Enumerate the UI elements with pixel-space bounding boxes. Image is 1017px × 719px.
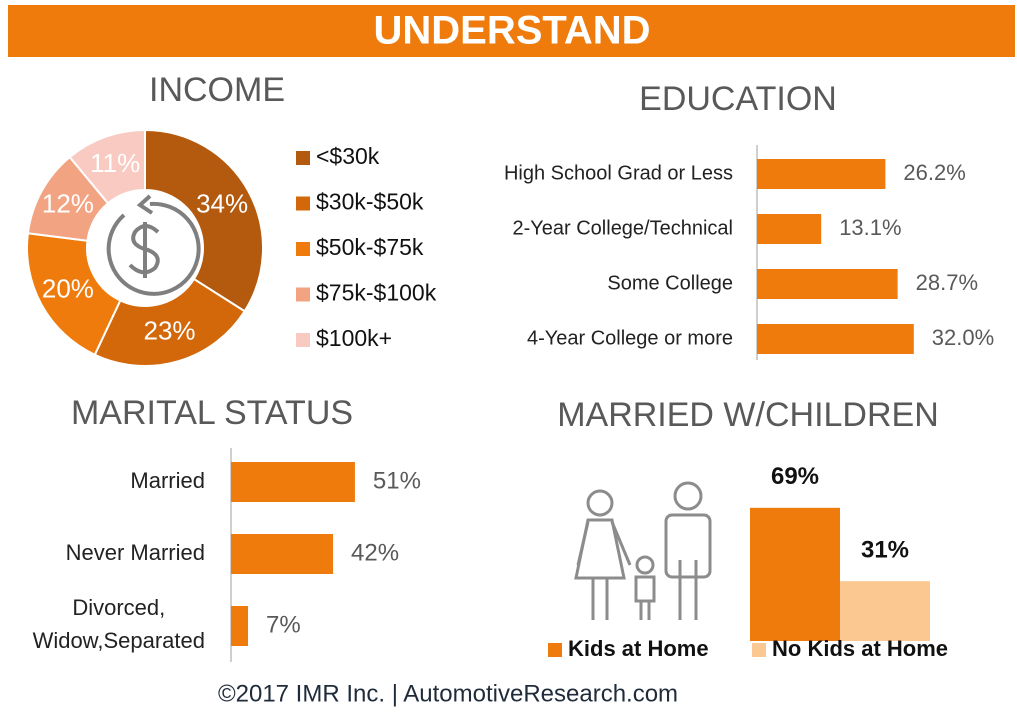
value-label: 20% bbox=[42, 273, 94, 303]
value-label: 51% bbox=[373, 467, 421, 494]
legend-swatch bbox=[296, 333, 310, 347]
legend-label: $30k-$50k bbox=[316, 189, 424, 215]
value-label: 26.2% bbox=[903, 160, 965, 185]
value-label: 69% bbox=[771, 463, 819, 490]
legend-swatch bbox=[296, 196, 310, 211]
value-label: 31% bbox=[861, 537, 909, 564]
family-icon bbox=[574, 481, 712, 620]
legend-label: $75k-$100k bbox=[316, 280, 437, 306]
bar bbox=[231, 534, 334, 574]
bar bbox=[757, 159, 886, 189]
legend-label: No Kids at Home bbox=[772, 636, 948, 661]
chart-title: EDUCATION bbox=[639, 80, 837, 118]
bar bbox=[231, 606, 249, 646]
legend-label: $50k-$75k bbox=[316, 234, 424, 260]
legend-swatch bbox=[296, 151, 310, 165]
legend-swatch bbox=[752, 643, 766, 657]
value-label: 34% bbox=[196, 188, 248, 218]
legend-label: Kids at Home bbox=[568, 636, 709, 661]
category-label: Married bbox=[130, 468, 205, 493]
bar bbox=[750, 507, 840, 641]
bar bbox=[757, 324, 914, 354]
dollar-icon bbox=[106, 194, 201, 296]
pie-slice bbox=[68, 128, 146, 205]
pie-slice bbox=[144, 128, 264, 313]
legend-swatch bbox=[296, 287, 310, 302]
legend-label: $100k+ bbox=[316, 325, 392, 351]
value-label: 12% bbox=[42, 188, 94, 218]
chart-title: MARITAL STATUS bbox=[71, 394, 353, 432]
value-label: 28.7% bbox=[916, 270, 978, 295]
legend-swatch bbox=[296, 242, 310, 256]
category-label: Some College bbox=[607, 272, 733, 294]
bar bbox=[231, 462, 355, 502]
header-title: UNDERSTAND bbox=[373, 9, 650, 53]
category-label: 4-Year College or more bbox=[527, 327, 733, 349]
category-label: 2-Year College/Technical bbox=[512, 217, 733, 239]
category-label: Divorced, Widow,Separated bbox=[32, 595, 205, 653]
chart-title: INCOME bbox=[149, 71, 285, 109]
value-label: 11% bbox=[90, 148, 140, 178]
bar bbox=[757, 269, 898, 299]
value-label: 32.0% bbox=[932, 325, 994, 350]
category-label: Never Married bbox=[66, 540, 205, 565]
value-label: 42% bbox=[351, 539, 399, 566]
pie-slice bbox=[26, 232, 122, 357]
category-label: High School Grad or Less bbox=[504, 162, 733, 184]
value-label: 13.1% bbox=[839, 215, 901, 240]
pie-slice bbox=[93, 277, 247, 367]
bar bbox=[757, 214, 822, 244]
footer: ©2017 IMR Inc. | AutomotiveResearch.com bbox=[218, 680, 678, 707]
value-label: 7% bbox=[266, 611, 301, 638]
bar bbox=[840, 581, 930, 641]
legend-swatch bbox=[548, 643, 562, 657]
value-label: 23% bbox=[144, 315, 196, 345]
chart-title: MARRIED W/CHILDREN bbox=[557, 396, 939, 434]
header-band bbox=[8, 5, 1015, 57]
legend-label: <$30k bbox=[316, 143, 380, 169]
